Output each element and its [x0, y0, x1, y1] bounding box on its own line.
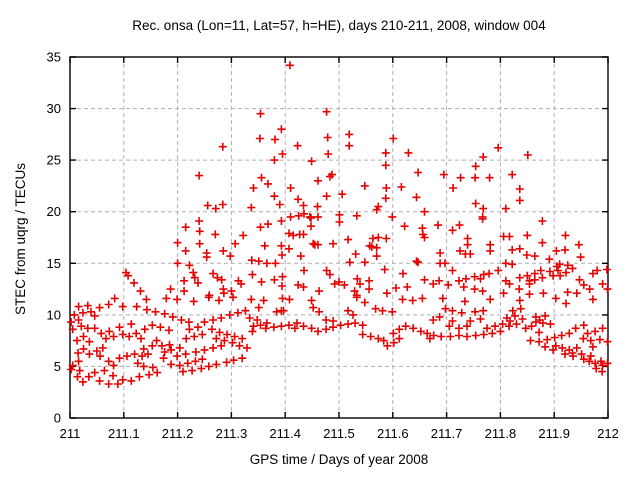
- x-tick-label: 211.8: [485, 426, 517, 441]
- x-tick-label: 211.2: [162, 426, 194, 441]
- y-tick-label: 30: [47, 101, 61, 116]
- y-tick-label: 10: [47, 307, 61, 322]
- x-tick-label: 211.5: [323, 426, 355, 441]
- y-tick-label: 20: [47, 204, 61, 219]
- y-axis-label: STEC from uqrg / TECUs: [13, 162, 28, 316]
- x-axis-label: GPS time / Days of year 2008: [249, 452, 429, 467]
- tick-marks: [69, 56, 609, 419]
- x-tick-label: 211.1: [108, 426, 140, 441]
- y-tick-label: 25: [47, 153, 61, 168]
- y-tick-label: 35: [47, 50, 61, 65]
- x-tick-label: 211.3: [216, 426, 248, 441]
- y-tick-label: 0: [54, 411, 61, 426]
- x-tick-label: 211.6: [377, 426, 409, 441]
- x-tick-label: 212: [597, 426, 619, 441]
- y-tick-label: 5: [54, 359, 61, 374]
- x-tick-label: 211: [60, 426, 81, 441]
- x-tick-label: 211.9: [538, 426, 570, 441]
- x-tick-label: 211.7: [431, 426, 463, 441]
- scatter-points: [67, 61, 612, 388]
- grid-lines: [70, 57, 608, 418]
- chart-title: Rec. onsa (Lon=11, Lat=57, h=HE), days 2…: [132, 18, 546, 33]
- x-tick-label: 211.4: [269, 426, 301, 441]
- y-tick-label: 15: [47, 256, 61, 271]
